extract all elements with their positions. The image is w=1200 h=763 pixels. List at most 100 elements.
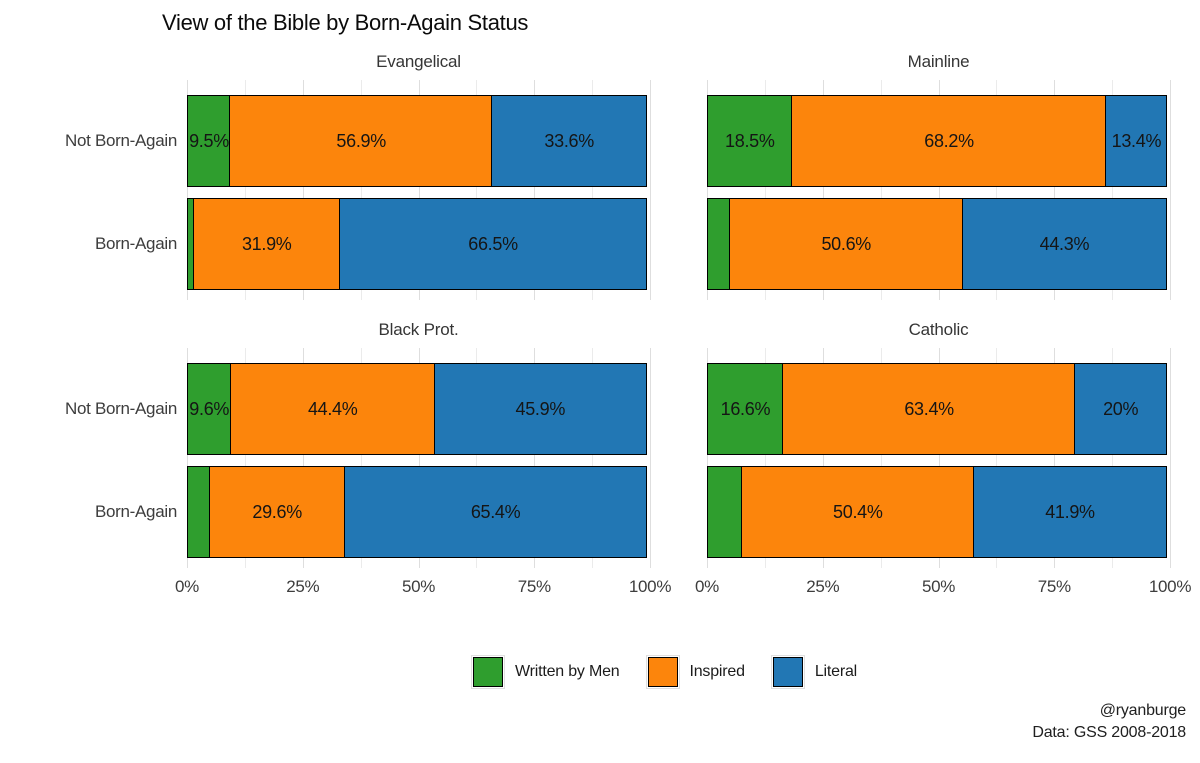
legend-label: Inspired: [689, 663, 745, 680]
y-axis-label: Born-Again: [94, 502, 177, 521]
minor-gridline: [592, 348, 594, 568]
minor-gridline: [360, 348, 362, 568]
legend-label: Written by Men: [514, 663, 620, 680]
legend-swatch-icon: [770, 655, 805, 689]
segment-literal: 66.5%: [339, 198, 647, 290]
segment-label: 29.6%: [252, 501, 302, 522]
x-axis-tick-label: 50%: [921, 577, 956, 596]
y-axis-label: Not Born-Again: [64, 131, 177, 150]
bar-not-born-again: 9.6% 44.4% 45.9%: [187, 363, 650, 455]
segment-literal: 20%: [1074, 363, 1167, 455]
segment-label: 44.4%: [307, 398, 358, 419]
x-axis-tick-label: 0%: [695, 577, 719, 596]
minor-gridline: [244, 348, 246, 568]
facet-black-prot: Black Prot. 9.6% 44.4% 45.9% 29.6% 65.4%: [187, 320, 651, 568]
bar-born-again: 29.6% 65.4%: [187, 466, 650, 558]
segment-literal: 65.4%: [344, 466, 647, 558]
major-gridline: [650, 348, 651, 568]
facet-plot: 16.6% 63.4% 20% 50.4% 41.9%: [707, 348, 1171, 568]
facet-title: Black Prot.: [378, 320, 459, 339]
major-gridline: [650, 80, 651, 300]
segment-label: 16.6%: [720, 398, 771, 419]
segment-label: 18.5%: [725, 130, 775, 151]
minor-gridline: [476, 80, 478, 300]
caption-source: Data: GSS 2008-2018: [1032, 724, 1186, 741]
segment-literal: 44.3%: [961, 198, 1167, 290]
legend-label: Literal: [814, 663, 858, 680]
segment-label: 9.6%: [189, 398, 230, 419]
major-gridline: [707, 80, 708, 300]
bar-born-again: 50.6% 44.3%: [707, 198, 1170, 290]
legend-swatch-icon: [645, 655, 680, 689]
segment-label: 13.4%: [1111, 130, 1162, 151]
segment-inspired: 31.9%: [192, 198, 341, 290]
major-gridline: [938, 80, 940, 300]
major-gridline: [302, 348, 304, 568]
major-gridline: [534, 80, 536, 300]
major-gridline: [418, 80, 420, 300]
major-gridline: [1054, 348, 1056, 568]
segment-literal: 41.9%: [972, 466, 1167, 558]
minor-gridline: [764, 348, 766, 568]
chart-title: View of the Bible by Born-Again Status: [162, 10, 529, 35]
major-gridline: [418, 348, 420, 568]
caption-handle: @ryanburge: [1099, 702, 1186, 719]
segment-written-by-men: [707, 466, 743, 558]
segment-literal: 13.4%: [1105, 95, 1168, 187]
segment-inspired: 68.2%: [791, 95, 1107, 187]
facet-plot: 18.5% 68.2% 13.4% 50.6% 44.3%: [707, 80, 1171, 300]
major-gridline: [302, 80, 304, 300]
segment-inspired: 50.4%: [741, 466, 975, 558]
bar-born-again: 31.9% 66.5%: [187, 198, 650, 290]
minor-gridline: [764, 80, 766, 300]
bar-not-born-again: 18.5% 68.2% 13.4%: [707, 95, 1170, 187]
segment-inspired: 29.6%: [208, 466, 346, 558]
x-axis-tick-label: 100%: [628, 577, 672, 596]
bar-born-again: 50.4% 41.9%: [707, 466, 1170, 558]
x-axis-tick-label: 25%: [286, 577, 320, 596]
x-axis-tick-label: 75%: [1037, 577, 1071, 596]
facet-mainline: Mainline 18.5% 68.2% 13.4% 50.6% 44.3%: [707, 52, 1171, 300]
x-axis-tick-label: 75%: [517, 577, 551, 596]
segment-inspired: 50.6%: [729, 198, 964, 290]
x-axis-tick-label: 100%: [1148, 577, 1192, 596]
y-axis-label: Not Born-Again: [64, 399, 177, 418]
facet-evangelical: Evangelical 9.5% 56.9% 33.6% 31.9% 66.5%: [187, 52, 651, 300]
minor-gridline: [996, 348, 998, 568]
segment-label: 33.6%: [544, 130, 594, 151]
minor-gridline: [476, 348, 478, 568]
segment-literal: 45.9%: [434, 363, 647, 455]
facet-catholic: Catholic 16.6% 63.4% 20% 50.4% 41.9%: [707, 320, 1171, 568]
segment-literal: 33.6%: [491, 95, 647, 187]
x-axis-tick-label: 50%: [401, 577, 436, 596]
major-gridline: [822, 80, 824, 300]
segment-label: 65.4%: [470, 501, 521, 522]
facet-title: Mainline: [907, 52, 970, 71]
minor-gridline: [880, 80, 882, 300]
segment-label: 20%: [1103, 398, 1139, 419]
bar-not-born-again: 9.5% 56.9% 33.6%: [187, 95, 650, 187]
segment-written-by-men: [707, 198, 731, 290]
segment-written-by-men: 9.5%: [187, 95, 231, 187]
segment-label: 68.2%: [924, 130, 974, 151]
legend: Written by Men Inspired Literal: [470, 655, 858, 689]
segment-written-by-men: 18.5%: [707, 95, 793, 187]
bar-not-born-again: 16.6% 63.4% 20%: [707, 363, 1170, 455]
major-gridline: [707, 348, 708, 568]
minor-gridline: [244, 80, 246, 300]
minor-gridline: [360, 80, 362, 300]
legend-item-inspired: Inspired: [645, 655, 745, 689]
legend-swatch-icon: [470, 655, 505, 689]
segment-label: 44.3%: [1039, 233, 1090, 254]
segment-label: 41.9%: [1045, 501, 1095, 522]
segment-inspired: 63.4%: [782, 363, 1076, 455]
x-axis-tick-label: 25%: [806, 577, 840, 596]
major-gridline: [938, 348, 940, 568]
segment-written-by-men: 9.6%: [187, 363, 232, 455]
major-gridline: [1170, 348, 1171, 568]
segment-label: 45.9%: [515, 398, 566, 419]
segment-label: 31.9%: [241, 233, 292, 254]
minor-gridline: [996, 80, 998, 300]
minor-gridline: [1112, 80, 1114, 300]
